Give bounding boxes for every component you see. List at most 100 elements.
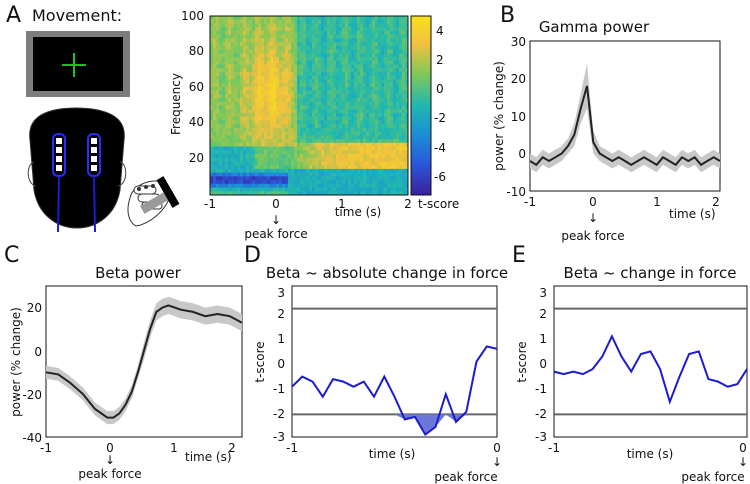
- heatmap-cell: [294, 105, 298, 110]
- heatmap-cell: [225, 64, 229, 69]
- heatmap-cell: [354, 79, 358, 84]
- heatmap-cell: [237, 131, 241, 136]
- heatmap-cell: [321, 161, 325, 166]
- heatmap-cell: [291, 53, 295, 58]
- heatmap-cell: [249, 60, 253, 66]
- heatmap-cell: [303, 45, 307, 51]
- heatmap-cell: [264, 109, 268, 114]
- heatmap-cell: [357, 176, 361, 181]
- heatmap-cell: [252, 86, 256, 92]
- heatmap-cell: [369, 34, 373, 39]
- heatmap-cell: [300, 38, 304, 43]
- heatmap-cell: [273, 191, 277, 195]
- heatmap-cell: [288, 57, 292, 62]
- heatmap-cell: [285, 45, 289, 51]
- ear-left: [27, 161, 37, 187]
- heatmap-cell: [405, 127, 408, 133]
- heatmap-cell: [240, 38, 244, 43]
- heatmap-cell: [291, 23, 295, 28]
- heatmap-cell: [273, 172, 277, 177]
- heatmap-cell: [321, 135, 325, 140]
- heatmap-cell: [264, 79, 268, 84]
- heatmap-cell: [270, 116, 274, 122]
- heatmap-cell: [228, 34, 232, 39]
- heatmap-cell: [276, 187, 280, 192]
- heatmap-cell: [240, 157, 244, 163]
- heatmap-cell: [243, 109, 247, 114]
- heatmap-cell: [381, 30, 385, 36]
- heatmap-cell: [360, 161, 364, 166]
- heatmap-cell: [255, 30, 259, 36]
- heatmap-cell: [213, 150, 217, 155]
- heatmap-cell: [276, 139, 280, 144]
- heatmap-cell: [270, 27, 274, 32]
- heatmap-cell: [351, 127, 355, 133]
- heatmap-cell: [375, 142, 379, 148]
- heatmap-cell: [318, 187, 322, 192]
- heatmap-cell: [345, 34, 349, 39]
- heatmap-cell: [216, 116, 220, 122]
- heatmap-cell: [339, 98, 343, 103]
- heatmap-cell: [288, 176, 292, 181]
- heatmap-cell: [252, 27, 256, 32]
- heatmap-cell: [381, 57, 385, 62]
- beta-peak-label: peak force: [78, 467, 141, 481]
- heatmap-cell: [264, 90, 268, 95]
- heatmap-cell: [249, 57, 253, 62]
- heatmap-cell: [225, 94, 229, 99]
- heatmap-cell: [240, 30, 244, 36]
- panel-b-gamma: B Gamma power 30 20 10 0 -10 -1 0 1 2 ti…: [492, 3, 721, 243]
- heatmap-cell: [237, 191, 241, 195]
- heatmap-cell: [231, 131, 235, 136]
- heatmap-cell: [318, 71, 322, 77]
- heatmap-cell: [387, 139, 391, 144]
- heatmap-cell: [318, 53, 322, 58]
- heatmap-cell: [237, 161, 241, 166]
- heatmap-cell: [333, 49, 337, 54]
- heatmap-cell: [294, 168, 298, 174]
- heatmap-cell: [405, 191, 408, 195]
- heatmap-cell: [384, 131, 388, 136]
- heatmap-cell: [297, 146, 301, 151]
- heatmap-cell: [387, 146, 391, 151]
- heatmap-cell: [267, 168, 271, 174]
- heatmap-cell: [363, 168, 367, 174]
- heatmap-cell: [225, 135, 229, 140]
- heatmap-cell: [402, 71, 406, 77]
- heatmap-cell: [270, 168, 274, 174]
- heatmap-cell: [273, 116, 277, 122]
- heatmap-cell: [219, 180, 223, 185]
- heatmap-cell: [393, 127, 397, 133]
- heatmap-cell: [258, 101, 262, 107]
- heatmap-cell: [276, 83, 280, 88]
- heatmap-cell: [282, 71, 286, 77]
- heatmap-cell: [231, 90, 235, 95]
- heatmap-cell: [402, 16, 406, 21]
- heatmap-cell: [387, 30, 391, 36]
- heatmap-cell: [282, 131, 286, 136]
- heatmap-cell: [261, 161, 265, 166]
- heatmap-cell: [378, 94, 382, 99]
- heatmap-cell: [228, 176, 232, 181]
- heatmap-cell: [345, 127, 349, 133]
- heatmap-cell: [237, 172, 241, 177]
- heatmap-cell: [303, 131, 307, 136]
- heatmap-cell: [327, 79, 331, 84]
- heatmap-cell: [225, 90, 229, 95]
- heatmap-cell: [405, 75, 408, 80]
- heatmap-cell: [336, 187, 340, 192]
- heatmap-cell: [279, 30, 283, 36]
- heatmap-cell: [219, 112, 223, 118]
- heatmap-cell: [351, 45, 355, 51]
- heatmap-cell: [228, 191, 232, 195]
- heatmap-cell: [357, 94, 361, 99]
- heatmap-cell: [336, 131, 340, 136]
- heatmap-cell: [378, 27, 382, 32]
- heatmap-cell: [333, 57, 337, 62]
- heatmap-cell: [321, 94, 325, 99]
- heatmap-cell: [210, 75, 214, 80]
- heatmap-cell: [384, 23, 388, 28]
- heatmap-cell: [288, 150, 292, 155]
- heatmap-cell: [315, 30, 319, 36]
- heatmap-cell: [222, 45, 226, 51]
